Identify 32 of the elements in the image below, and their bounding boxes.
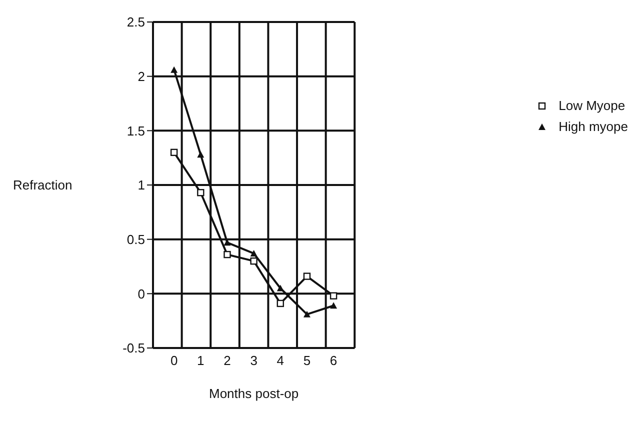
legend-label: Low Myope [558,98,626,113]
point [224,250,231,258]
point [197,189,204,196]
y-tick-label: 2 [138,68,145,84]
x-tick-label: 2 [224,353,231,368]
point [303,310,310,318]
point [276,300,284,308]
y-tick-label: 0.5 [126,232,145,247]
x-tick-label: 1 [197,353,204,368]
y-tick-label: 0 [138,286,145,302]
x-tick-label: 5 [303,353,311,368]
y-tick-label: 1.5 [126,123,145,138]
legend-label: High myope [558,119,628,134]
x-tick-label: 0 [170,353,178,368]
point [330,302,338,309]
y-tick-label: 2.5 [126,14,145,30]
point [303,272,311,280]
point [224,239,231,246]
point [250,250,258,256]
y-axis-title: Refraction [13,178,72,193]
y-tick-label: -0.5 [122,340,145,356]
point [250,257,258,265]
point [197,151,204,158]
x-tick-label: 4 [276,353,284,368]
x-tick-label: 3 [250,353,258,368]
point [330,292,338,300]
x-axis-title: Months post-op [209,386,299,401]
point [276,284,284,292]
y-tick-label: 1 [138,178,145,193]
point [170,66,178,73]
x-tick-label: 6 [330,353,338,368]
point [170,148,178,156]
